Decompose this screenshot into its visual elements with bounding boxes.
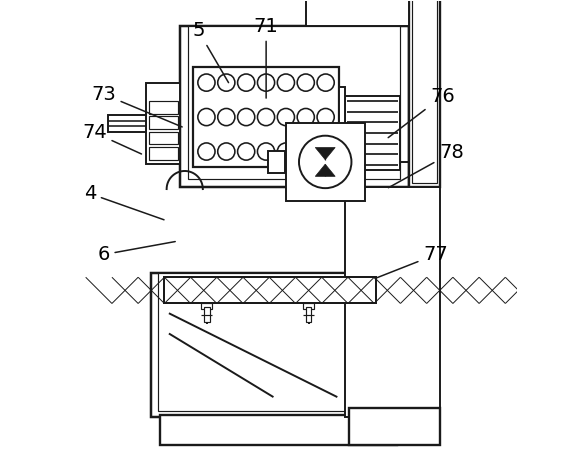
Circle shape: [218, 143, 235, 160]
Bar: [164, 277, 377, 303]
Bar: [339, 87, 345, 147]
Circle shape: [218, 74, 235, 91]
Bar: [412, 0, 436, 183]
Bar: [164, 277, 377, 303]
Circle shape: [317, 143, 334, 160]
Bar: [151, 273, 406, 417]
Polygon shape: [315, 164, 335, 177]
Bar: [306, 307, 311, 322]
Circle shape: [277, 108, 294, 126]
Bar: [201, 303, 212, 309]
Bar: [164, 277, 377, 303]
Circle shape: [317, 74, 334, 91]
Polygon shape: [315, 147, 335, 160]
Text: 5: 5: [192, 21, 229, 83]
Text: 77: 77: [375, 245, 448, 278]
Bar: [189, 26, 400, 179]
Bar: [193, 67, 339, 167]
Bar: [148, 101, 178, 114]
Bar: [303, 303, 314, 309]
Text: 4: 4: [84, 184, 164, 220]
Circle shape: [237, 108, 255, 126]
Bar: [148, 116, 178, 129]
Text: 6: 6: [97, 242, 175, 264]
Circle shape: [198, 108, 215, 126]
Bar: [204, 307, 210, 322]
Text: 78: 78: [388, 143, 464, 188]
Bar: [349, 409, 440, 445]
Bar: [180, 26, 409, 187]
Text: 73: 73: [91, 85, 182, 127]
Bar: [148, 147, 178, 160]
Bar: [268, 151, 285, 173]
Bar: [108, 116, 146, 131]
Text: 71: 71: [254, 17, 279, 98]
Circle shape: [277, 143, 294, 160]
Circle shape: [317, 108, 334, 126]
Bar: [345, 187, 440, 417]
Bar: [306, 0, 409, 26]
Text: 74: 74: [82, 123, 141, 154]
Circle shape: [198, 74, 215, 91]
Circle shape: [297, 108, 314, 126]
Circle shape: [257, 108, 275, 126]
Circle shape: [297, 74, 314, 91]
Bar: [345, 96, 400, 170]
Circle shape: [257, 143, 275, 160]
Bar: [160, 415, 398, 445]
Circle shape: [277, 74, 294, 91]
Circle shape: [297, 143, 314, 160]
Bar: [158, 273, 399, 411]
Circle shape: [237, 143, 255, 160]
Circle shape: [257, 74, 275, 91]
Text: 76: 76: [388, 87, 455, 137]
Circle shape: [198, 143, 215, 160]
Bar: [409, 0, 440, 187]
Circle shape: [237, 74, 255, 91]
Bar: [148, 131, 178, 144]
Bar: [286, 122, 364, 201]
Circle shape: [299, 136, 352, 188]
Circle shape: [218, 108, 235, 126]
Bar: [146, 83, 180, 164]
